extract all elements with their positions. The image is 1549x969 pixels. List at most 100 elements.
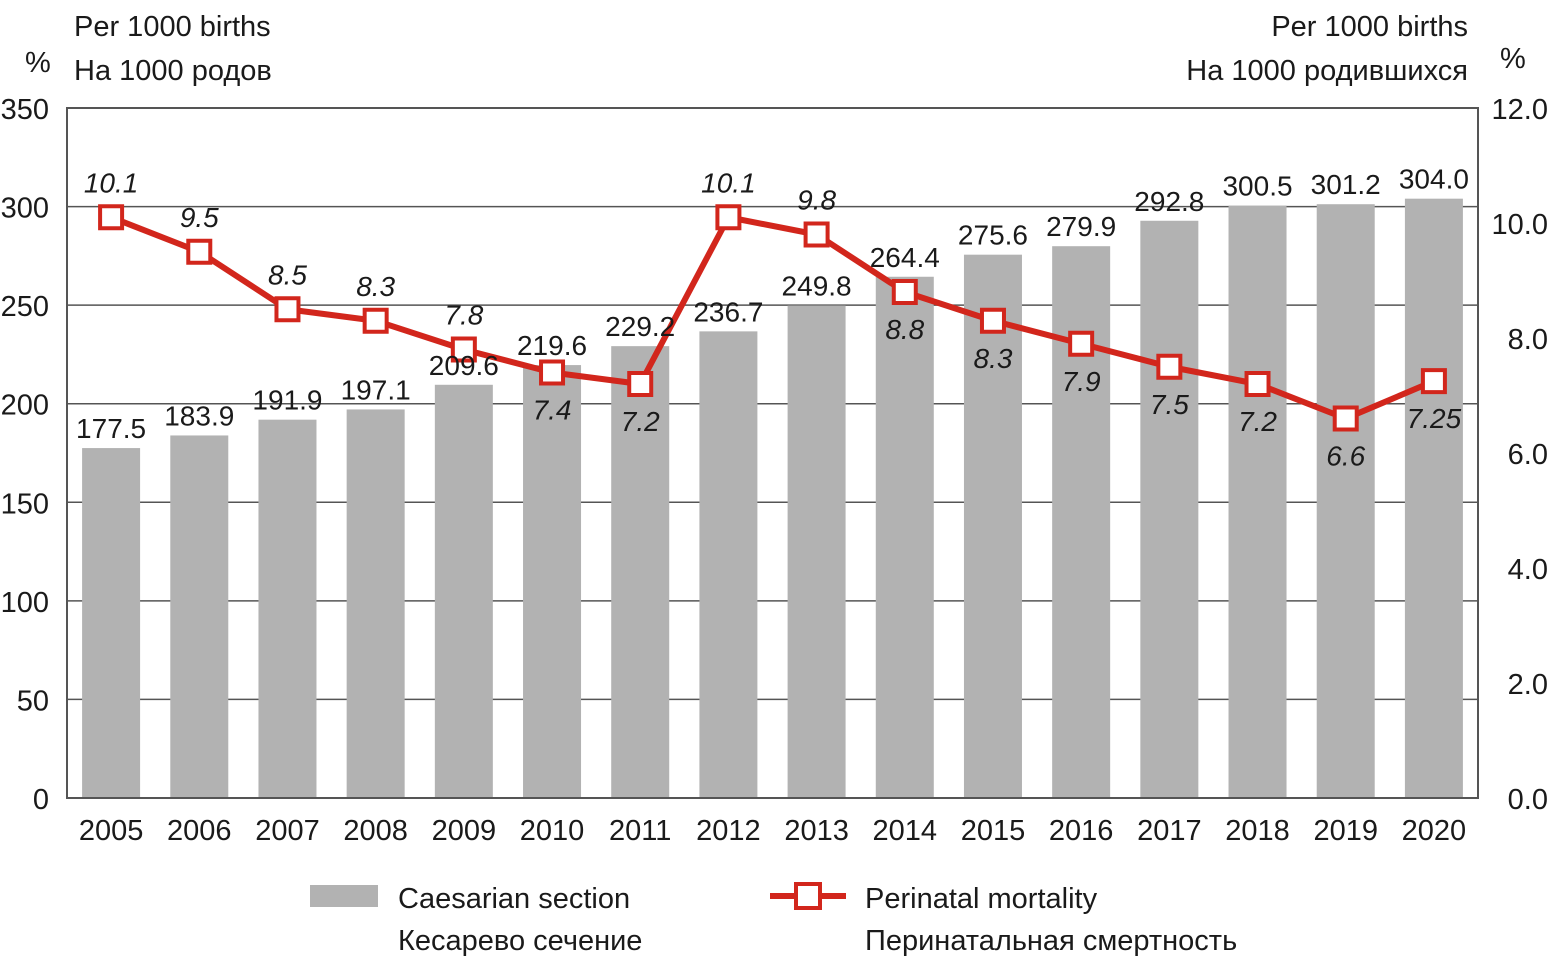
bar-value-label: 183.9 [164, 400, 234, 431]
left-tick-label: 50 [17, 685, 49, 717]
bar-value-label: 264.4 [870, 242, 940, 273]
left-axis-title-en: Per 1000 births [74, 11, 271, 43]
legend: Caesarian section Кесарево сечение Perin… [310, 882, 1237, 957]
bar-value-label: 177.5 [76, 413, 146, 444]
bar-2009 [434, 384, 493, 798]
plot-frame [66, 107, 1479, 799]
left-tick-label: 350 [1, 94, 49, 126]
line-marker-2008 [362, 307, 389, 334]
bar-2020 [1404, 198, 1463, 798]
x-tick-label: 2012 [696, 815, 761, 847]
bar-value-label: 275.6 [958, 220, 1028, 251]
line-value-label: 10.1 [84, 167, 139, 198]
bar-value-label: 209.6 [429, 350, 499, 381]
line-value-label: 9.5 [180, 202, 219, 233]
x-tick-label: 2020 [1402, 815, 1467, 847]
x-tick-label: 2008 [343, 815, 408, 847]
right-tick-label: 0.0 [1508, 784, 1548, 816]
line-marker-2020 [1420, 368, 1447, 395]
right-axis-title-en: Per 1000 births [1271, 11, 1468, 43]
x-tick-label: 2017 [1137, 815, 1202, 847]
bar-2014 [875, 276, 934, 798]
left-tick-label: 200 [1, 390, 49, 422]
left-tick-label: 150 [1, 488, 49, 520]
line-marker-2018 [1244, 371, 1271, 397]
line-value-label: 8.3 [356, 271, 395, 302]
line-marker-2012 [715, 204, 742, 231]
legend-bar-label-ru: Кесарево сечение [398, 925, 642, 957]
bar-2008 [346, 409, 405, 798]
left-axis-unit: % [25, 47, 51, 79]
line-value-label: 7.9 [1062, 366, 1101, 397]
x-tick-label: 2018 [1225, 815, 1290, 847]
bar-value-label: 292.8 [1134, 186, 1204, 217]
bar-value-label: 249.8 [782, 271, 852, 302]
line-marker-2017 [1156, 353, 1183, 380]
line-value-label: 7.2 [621, 406, 660, 437]
bar-value-label: 279.9 [1046, 211, 1116, 242]
x-tick-label: 2015 [961, 815, 1026, 847]
line-marker-2015 [979, 307, 1006, 334]
right-tick-label: 8.0 [1508, 324, 1548, 356]
line-marker-2009 [450, 336, 477, 363]
bar-value-label: 300.5 [1222, 171, 1292, 202]
bar-2005 [82, 448, 141, 798]
bar-value-label: 219.6 [517, 330, 587, 361]
legend-bar-label-en: Caesarian section [398, 883, 630, 915]
line-marker-2005 [98, 204, 125, 231]
line-value-label: 10.1 [701, 167, 756, 198]
right-tick-label: 2.0 [1508, 669, 1548, 701]
line-marker-2011 [627, 371, 654, 397]
x-tick-label: 2016 [1049, 815, 1114, 847]
legend-line-label-ru: Перинатальная смертность [865, 925, 1237, 957]
right-tick-label: 12.0 [1492, 94, 1548, 126]
left-axis-title-ru: На 1000 родов [74, 55, 272, 87]
line-marker-2019 [1332, 405, 1359, 432]
bar-2011 [611, 346, 670, 798]
line-value-label: 9.8 [797, 185, 836, 216]
bar-value-label: 301.2 [1311, 169, 1381, 200]
legend-line-label-en: Perinatal mortality [865, 883, 1098, 915]
line-value-label: 7.2 [1238, 406, 1277, 437]
bar-2007 [258, 419, 317, 798]
line-value-label: 8.8 [885, 314, 924, 345]
line-marker-2016 [1068, 330, 1095, 357]
x-tick-label: 2011 [609, 815, 671, 847]
bar-2006 [170, 435, 229, 798]
line-marker-2013 [803, 221, 830, 248]
bar-value-label: 304.0 [1399, 164, 1469, 195]
bar-2013 [787, 305, 846, 798]
right-tick-label: 10.0 [1492, 209, 1548, 241]
line-marker-2007 [274, 296, 301, 323]
bar-2016 [1052, 246, 1111, 798]
x-tick-label: 2005 [79, 815, 144, 847]
bar-2017 [1140, 220, 1199, 798]
left-tick-label: 100 [1, 587, 49, 619]
right-tick-label: 4.0 [1508, 554, 1548, 586]
perinatal-mortality-line [110, 214, 1436, 422]
right-axis-title-ru: На 1000 родившихся [1186, 55, 1468, 87]
x-tick-label: 2007 [255, 815, 320, 847]
x-tick-label: 2014 [873, 815, 938, 847]
bar-value-label: 229.2 [605, 311, 675, 342]
bar-2018 [1228, 205, 1287, 799]
left-tick-label: 250 [1, 291, 49, 323]
line-value-label: 8.5 [268, 259, 307, 290]
line-marker-2006 [186, 238, 213, 265]
bar-2019 [1316, 204, 1375, 799]
bar-2010 [523, 365, 582, 798]
bar-value-label: 197.1 [341, 374, 411, 405]
line-value-label: 8.3 [974, 343, 1013, 374]
x-tick-label: 2010 [520, 815, 585, 847]
line-marker-2010 [539, 359, 566, 386]
bar-2015 [963, 254, 1022, 798]
x-tick-label: 2019 [1313, 815, 1378, 847]
left-tick-label: 0 [33, 784, 49, 816]
legend-bar-swatch [310, 885, 378, 907]
line-value-label: 6.6 [1326, 441, 1365, 472]
line-marker-2014 [891, 279, 918, 305]
bar-value-label: 191.9 [252, 385, 322, 416]
right-axis-unit: % [1500, 43, 1526, 75]
line-value-label: 7.25 [1407, 403, 1462, 434]
